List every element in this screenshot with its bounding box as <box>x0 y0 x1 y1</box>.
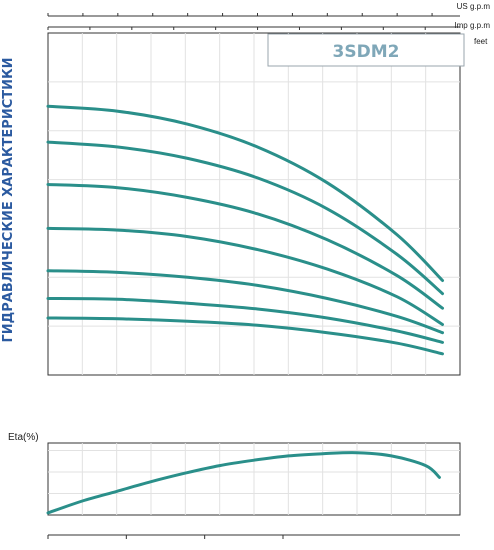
top-axis-us-unit: US g.p.m <box>457 2 491 11</box>
performance-chart: US g.p.m Imp g.p.m feet 3SDM2 ГИДРАВЛИЧЕ… <box>1 2 491 376</box>
title-box <box>267 33 465 67</box>
eta-curve <box>46 451 441 515</box>
pump-curve <box>46 226 444 326</box>
pump-curve <box>46 140 444 296</box>
efficiency-chart: Eta(%) <box>8 432 461 539</box>
pump-curve <box>46 104 444 282</box>
right-axis-unit: feet <box>474 37 488 46</box>
top-axis-imp-ticks <box>47 27 426 30</box>
chart-title: 3SDM2 <box>333 42 400 62</box>
pump-curve <box>46 183 444 310</box>
pump-curve <box>46 269 444 335</box>
main-curves <box>46 104 444 356</box>
top-axis-imp-unit: Imp g.p.m <box>454 21 490 30</box>
efficiency-curve <box>46 451 441 515</box>
bottom-axis-ticks <box>47 535 284 539</box>
pump-curve <box>46 316 444 356</box>
top-axis-us-ticks <box>47 13 433 16</box>
pump-curve <box>46 297 444 344</box>
eta-axis-label: Eta(%) <box>8 432 39 443</box>
side-title: ГИДРАВЛИЧЕСКИЕ ХАРАКТЕРИСТИКИ <box>1 57 16 342</box>
